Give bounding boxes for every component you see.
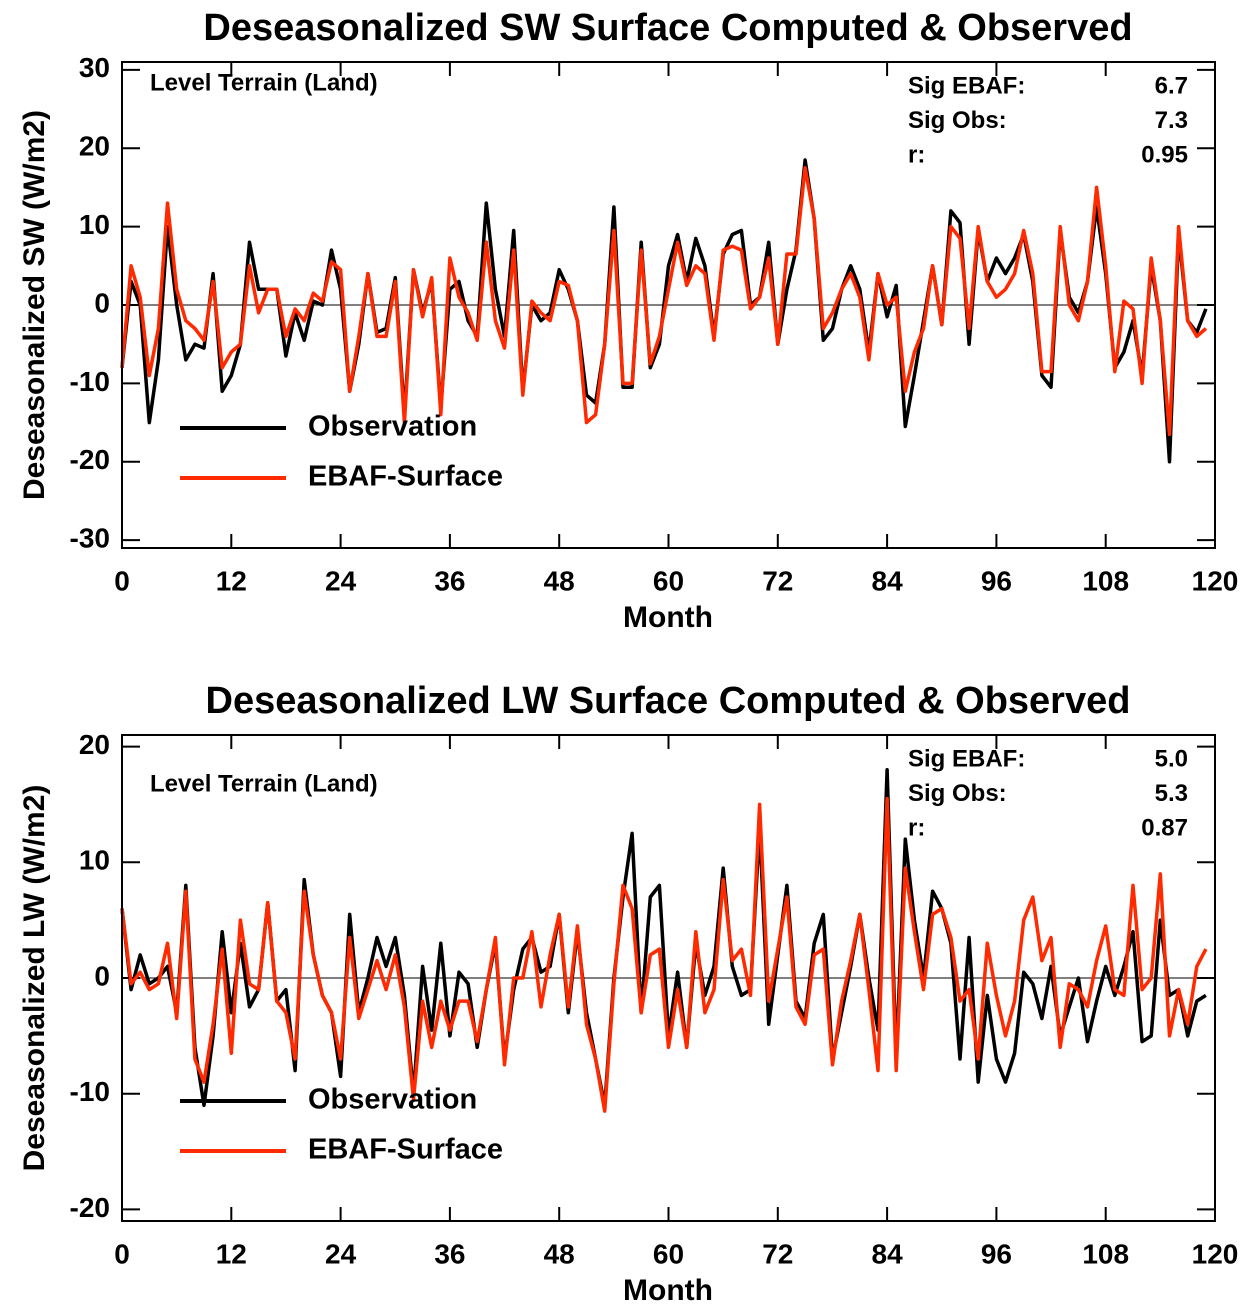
x-tick-label: 84 xyxy=(872,565,904,596)
stat-label: r: xyxy=(908,814,925,841)
y-tick-label: 20 xyxy=(79,729,110,760)
stat-value: 7.3 xyxy=(1155,107,1188,134)
stat-value: 5.0 xyxy=(1155,745,1188,772)
x-tick-label: 60 xyxy=(653,1238,684,1269)
series-line xyxy=(120,796,1208,1113)
y-tick-label: 30 xyxy=(79,52,110,83)
annotation: Level Terrain (Land) xyxy=(150,69,378,96)
x-tick-label: 48 xyxy=(544,1238,575,1269)
chart-title: Deseasonalized SW Surface Computed & Obs… xyxy=(203,7,1132,49)
x-tick-label: 24 xyxy=(325,565,357,596)
stat-label: Sig EBAF: xyxy=(908,72,1025,99)
panel: Deseasonalized SW Surface Computed & Obs… xyxy=(18,7,1238,634)
y-tick-label: 10 xyxy=(79,845,110,876)
stat-value: 6.7 xyxy=(1155,72,1188,99)
x-tick-label: 12 xyxy=(216,565,247,596)
stat-value: 5.3 xyxy=(1155,780,1188,807)
x-tick-label: 36 xyxy=(434,1238,465,1269)
stat-label: Sig Obs: xyxy=(908,780,1007,807)
x-tick-label: 108 xyxy=(1082,565,1129,596)
legend-label: Observation xyxy=(308,411,477,443)
x-tick-label: 48 xyxy=(544,565,575,596)
x-tick-label: 72 xyxy=(762,1238,793,1269)
x-tick-label: 108 xyxy=(1082,1238,1129,1269)
plot-frame xyxy=(121,734,1216,1222)
chart-title: Deseasonalized LW Surface Computed & Obs… xyxy=(206,680,1131,722)
y-tick-label: 0 xyxy=(94,287,110,318)
series-line xyxy=(120,767,1207,1108)
x-tick-label: 0 xyxy=(114,1238,130,1269)
stat-label: r: xyxy=(908,141,925,168)
series-line xyxy=(120,166,1208,437)
y-axis-label: Deseasonalized LW (W/m2) xyxy=(18,785,51,1172)
y-tick-label: -20 xyxy=(70,444,110,475)
panel: Deseasonalized LW Surface Computed & Obs… xyxy=(18,680,1238,1307)
stat-value: 0.87 xyxy=(1141,814,1188,841)
x-tick-label: 0 xyxy=(114,565,130,596)
stat-label: Sig EBAF: xyxy=(908,745,1025,772)
legend-label: Observation xyxy=(308,1084,477,1116)
stat-value: 0.95 xyxy=(1141,141,1188,168)
y-tick-label: -20 xyxy=(70,1192,110,1223)
x-tick-label: 24 xyxy=(325,1238,357,1269)
x-axis-label: Month xyxy=(623,601,713,634)
stat-label: Sig Obs: xyxy=(908,107,1007,134)
y-tick-label: -30 xyxy=(70,523,110,554)
annotation: Level Terrain (Land) xyxy=(150,770,378,797)
x-tick-label: 120 xyxy=(1192,565,1239,596)
x-tick-label: 84 xyxy=(872,1238,904,1269)
plot-frame xyxy=(121,61,1216,549)
x-tick-label: 60 xyxy=(653,565,684,596)
x-tick-label: 36 xyxy=(434,565,465,596)
x-tick-label: 12 xyxy=(216,1238,247,1269)
y-tick-label: 20 xyxy=(79,131,110,162)
y-axis-label: Deseasonalized SW (W/m2) xyxy=(18,110,51,500)
y-tick-label: -10 xyxy=(70,366,110,397)
y-tick-label: -10 xyxy=(70,1076,110,1107)
legend-label: EBAF-Surface xyxy=(308,1134,503,1166)
y-tick-label: 10 xyxy=(79,209,110,240)
x-tick-label: 72 xyxy=(762,565,793,596)
x-tick-label: 96 xyxy=(981,1238,1012,1269)
legend-label: EBAF-Surface xyxy=(308,461,503,493)
x-tick-label: 120 xyxy=(1192,1238,1239,1269)
x-tick-label: 96 xyxy=(981,565,1012,596)
y-tick-label: 0 xyxy=(94,960,110,991)
x-axis-label: Month xyxy=(623,1274,713,1307)
